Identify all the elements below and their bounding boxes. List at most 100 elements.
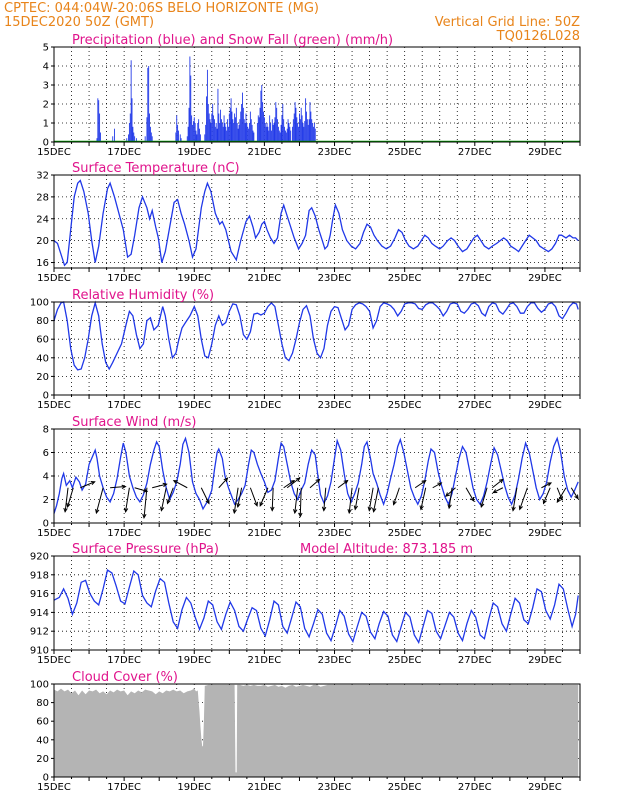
precip-bar: [204, 134, 206, 142]
y-tick-label: 20: [36, 236, 49, 247]
x-tick-label: 25DEC: [388, 400, 422, 411]
precip-bar: [238, 124, 240, 142]
x-tick-label: 19DEC: [177, 655, 211, 666]
wind-vector: [237, 487, 243, 508]
wind-vector-head: [480, 502, 485, 508]
precip-bar: [219, 123, 221, 142]
wind-vector-head: [421, 479, 427, 485]
precip-bar: [298, 126, 300, 142]
x-tick-label: 27DEC: [458, 273, 492, 284]
x-tick-label: 25DEC: [388, 273, 422, 284]
precip-bar: [313, 126, 314, 142]
wind-vector: [95, 487, 104, 514]
x-tick-label: 29DEC: [528, 400, 562, 411]
wind-vector-head: [172, 480, 178, 485]
wind-vector: [368, 487, 374, 511]
precip-bar: [272, 124, 274, 142]
precip-bar: [285, 130, 286, 142]
panel-temperature: 16 20 24 28 32 15DEC 17DEC 19DEC 21DEC 23DEC 25DEC…: [36, 161, 581, 284]
precip-bar: [247, 126, 249, 142]
cloud-cover-area: [54, 684, 579, 777]
precip-bar: [267, 126, 269, 142]
panel-title: Cloud Cover (%): [72, 670, 178, 685]
x-tick-label: 29DEC: [528, 147, 562, 158]
precip-bar: [216, 128, 218, 142]
precip-bar: [258, 117, 260, 142]
x-tick-label: 25DEC: [388, 147, 422, 158]
y-tick-label: 5: [43, 43, 49, 54]
wind-vector: [556, 487, 567, 503]
wind-vector-head: [574, 494, 579, 500]
wind-vector: [67, 487, 74, 508]
wind-vector-head: [143, 488, 149, 493]
wind-vector: [125, 487, 130, 512]
precip-bar: [285, 132, 287, 142]
precip-bar: [294, 102, 296, 142]
wind-vector-head: [419, 505, 424, 511]
precip-bar: [188, 107, 190, 142]
precip-bar: [96, 138, 98, 142]
precip-bar: [146, 117, 148, 142]
wind-vector: [480, 487, 488, 508]
precip-bar: [144, 136, 146, 142]
wind-vector: [143, 487, 148, 518]
precip-bar: [180, 138, 182, 142]
x-tick-label: 17DEC: [107, 273, 141, 284]
y-tick-label: 912: [30, 627, 49, 638]
x-tick-label: 15DEC: [37, 273, 71, 284]
wind-vector: [348, 487, 353, 514]
panel-humidity: 0 20 40 60 80 100 15DEC 17DEC 19DEC 21DEC 23DEC 25D…: [30, 288, 581, 411]
precip-bar: [239, 119, 241, 142]
precip-bar: [97, 98, 99, 142]
x-tick-label: 19DEC: [177, 400, 211, 411]
x-tick-label: 25DEC: [388, 528, 422, 539]
panel-precipitation: 0 1 2 3 4 5 15DEC 17DEC 19DEC 21DEC 23DEC 25DEC 27DE…: [37, 33, 581, 158]
precip-bar: [273, 123, 275, 142]
x-tick-label: 27DEC: [458, 655, 492, 666]
wind-vector-head: [142, 513, 147, 519]
wind-vector: [556, 487, 563, 500]
precip-bar: [128, 123, 130, 142]
panel-title: Precipitation (blue) and Snow Fall (gree…: [72, 33, 393, 48]
precip-bar: [99, 113, 101, 142]
wind-vector-head: [470, 496, 475, 502]
wind-vector-head: [315, 478, 321, 484]
precip-bar: [133, 132, 135, 142]
wind-vector-head: [556, 498, 561, 504]
precip-bar: [302, 123, 304, 142]
precip-bar: [297, 123, 299, 142]
precip-bar: [224, 123, 226, 142]
precip-bar: [270, 130, 272, 142]
precip-bar: [131, 98, 133, 142]
precip-bar: [311, 119, 313, 142]
precip-bar: [260, 90, 262, 142]
precip-bar: [310, 111, 312, 142]
meteogram-panels: 0 1 2 3 4 5 15DEC 17DEC 19DEC 21DEC 23DEC 25DEC 27DE…: [30, 33, 581, 793]
precip-bar: [292, 126, 293, 142]
y-tick-label: 910: [30, 646, 49, 657]
precip-bar: [286, 128, 288, 142]
precip-bar: [135, 138, 137, 142]
x-tick-label: 27DEC: [458, 400, 492, 411]
pressure-line: [53, 569, 579, 645]
precip-bar: [275, 102, 277, 142]
precip-bar: [193, 117, 195, 142]
wind-vector-head: [518, 505, 523, 511]
precip-bar: [206, 96, 207, 142]
wind-vector: [152, 483, 167, 489]
y-tick-label: 0: [43, 391, 49, 402]
wind-vector-head: [295, 477, 301, 482]
wind-vector: [373, 487, 379, 512]
precip-bar: [244, 123, 246, 142]
precip-bar: [277, 119, 278, 142]
y-tick-label: 916: [30, 589, 49, 600]
wind-vector-head: [511, 506, 516, 512]
precip-bar: [306, 111, 307, 142]
x-tick-label: 23DEC: [318, 147, 352, 158]
y-tick-label: 80: [36, 698, 49, 709]
precip-bar: [236, 123, 238, 142]
precip-bar: [129, 113, 131, 142]
x-tick-label: 29DEC: [528, 782, 562, 793]
x-tick-label: 15DEC: [37, 147, 71, 158]
y-tick-label: 80: [36, 316, 49, 327]
